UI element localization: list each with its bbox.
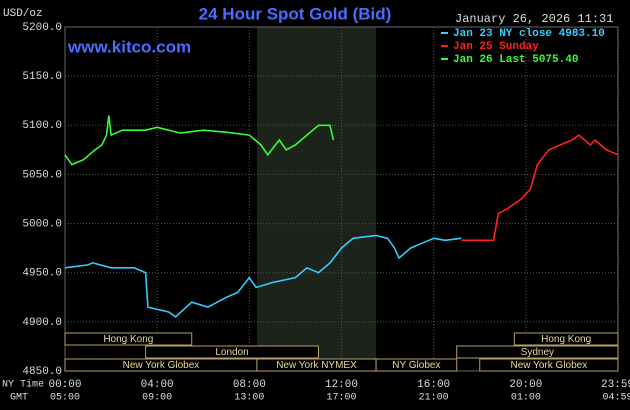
legend-label: Jan 26 Last 5075.40: [453, 54, 578, 66]
session-label: New York NYMEX: [276, 360, 357, 371]
y-label: USD/oz: [3, 8, 43, 20]
session-bar: [456, 345, 619, 359]
y-tick-label: 4900.0: [22, 317, 62, 329]
session-bar: [64, 332, 193, 346]
x-tick-label: 12:00: [325, 379, 358, 391]
x-label: NY Time: [2, 379, 44, 391]
y-tick-label: 5200.0: [22, 22, 62, 34]
session-bar: [479, 358, 619, 372]
y-tick-label: 4950.0: [22, 268, 62, 280]
x2-tick-label: 04:59: [603, 393, 630, 404]
y-tick-label: 5050.0: [22, 169, 62, 181]
x2-tick-label: 09:00: [142, 393, 172, 404]
x-tick-label: 23:59: [601, 379, 630, 391]
session-label: New York Globex: [511, 360, 588, 371]
y-tick-label: 4850.0: [22, 366, 62, 378]
x2-tick-label: 13:00: [234, 393, 264, 404]
shade-layer: [256, 27, 377, 371]
x-tick-label: 20:00: [509, 379, 542, 391]
session-bar: [513, 332, 619, 346]
y-tick-label: 5000.0: [22, 218, 62, 230]
x2-tick-label: 17:00: [326, 393, 356, 404]
session-label: Sydney: [521, 347, 554, 358]
legend-label: Jan 25 Sunday: [453, 41, 539, 53]
price-line: [64, 115, 335, 166]
session-layer: Hong Kong Hong Kong London Sydney New York G…: [64, 332, 619, 372]
x-tick-label: 16:00: [417, 379, 450, 391]
session-label: Hong Kong: [541, 334, 591, 345]
x2-tick-label: 01:00: [511, 393, 541, 404]
x-tick-label: 04:00: [141, 379, 174, 391]
session-label: Hong Kong: [103, 334, 153, 345]
session-bar: [145, 345, 319, 359]
timestamp: January 26, 2026 11:31: [455, 12, 613, 26]
session-label: New York Globex: [123, 360, 200, 371]
session-bar: [375, 358, 458, 372]
y-tick-label: 5100.0: [22, 120, 62, 132]
x2-label: GMT: [10, 393, 28, 404]
x2-tick-label: 21:00: [419, 393, 449, 404]
price-line: [64, 234, 462, 318]
session-label: London: [215, 347, 248, 358]
watermark: www.kitco.com: [67, 37, 191, 56]
x-tick-label: 08:00: [233, 379, 266, 391]
legend-label: Jan 23 NY close 4983.10: [453, 28, 605, 40]
session-label: NY Globex: [392, 360, 440, 371]
y-tick-label: 5150.0: [22, 71, 62, 83]
x2-tick-label: 05:00: [50, 393, 80, 404]
chart-title: 24 Hour Spot Gold (Bid): [199, 4, 392, 23]
x-tick-label: 00:00: [48, 379, 81, 391]
price-line: [461, 134, 619, 242]
line-layer: [64, 115, 619, 318]
session-shade: [256, 27, 377, 371]
